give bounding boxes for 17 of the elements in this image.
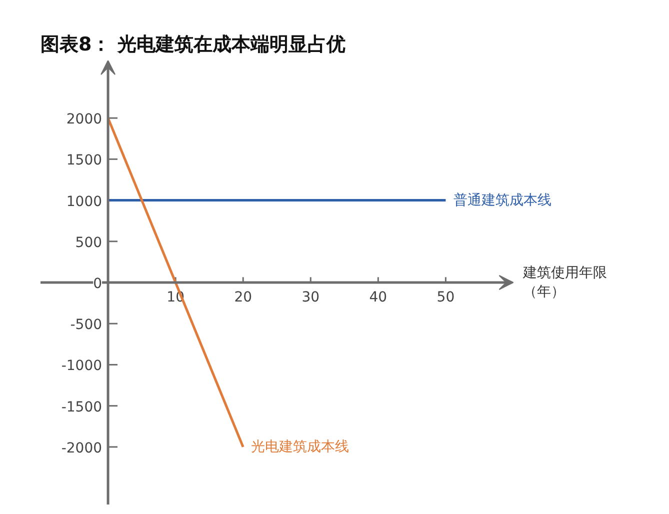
y-tick-label: -500 bbox=[70, 317, 102, 334]
x-tick-label: 40 bbox=[369, 290, 388, 306]
chart-title: 图表8： 光电建筑在成本端明显占优 bbox=[40, 34, 346, 56]
y-tick-label: -2000 bbox=[61, 440, 102, 456]
x-tick-label: 30 bbox=[302, 290, 320, 306]
y-tick-label: 500 bbox=[75, 234, 102, 251]
x-tick-label: 50 bbox=[436, 290, 455, 306]
x-tick-label: 20 bbox=[234, 290, 252, 306]
y-tick-label: 0 bbox=[93, 276, 102, 292]
y-tick-label: 1500 bbox=[66, 152, 102, 169]
series-label: 普通建筑成本线 bbox=[454, 191, 552, 208]
y-tick-label: -1000 bbox=[61, 358, 102, 374]
y-tick-label: 2000 bbox=[66, 112, 102, 128]
y-tick-label: -1500 bbox=[61, 399, 102, 416]
y-tick-label: 1000 bbox=[66, 194, 102, 210]
series-label: 光电建筑成本线 bbox=[251, 438, 350, 455]
x-axis-title: 建筑使用年限（年） bbox=[522, 264, 608, 300]
